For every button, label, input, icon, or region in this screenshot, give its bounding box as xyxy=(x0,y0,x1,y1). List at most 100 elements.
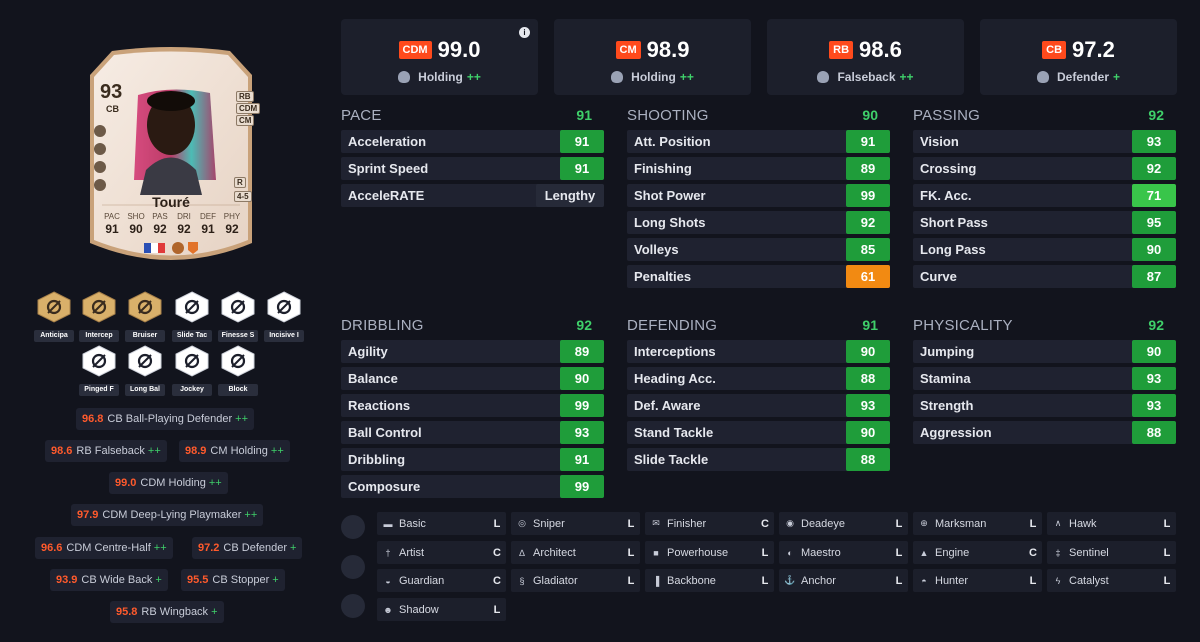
stat-row[interactable]: Dribbling 91 xyxy=(341,448,604,471)
stat-row[interactable]: Acceleration 91 xyxy=(341,130,604,153)
stat-row[interactable]: Vision 93 xyxy=(913,130,1176,153)
stat-label: DEF xyxy=(200,212,216,221)
stat-row[interactable]: Aggression 88 xyxy=(913,421,1176,444)
chem-style-name: Backbone xyxy=(667,574,716,587)
chem-style-backbone[interactable]: ▐ Backbone L xyxy=(645,569,774,592)
stat-row[interactable]: Def. Aware 93 xyxy=(627,394,890,417)
playstyle-plus-badge[interactable]: Finesse S xyxy=(218,291,258,342)
playstyle-plus-badge[interactable]: Jockey xyxy=(172,345,212,396)
spine-icon: ▐ xyxy=(652,575,660,586)
chem-style-basic[interactable]: ▬ Basic L xyxy=(377,512,506,535)
chem-style-architect[interactable]: ∆ Architect L xyxy=(511,541,640,564)
stat-row[interactable]: Att. Position 91 xyxy=(627,130,890,153)
role-pill[interactable]: 97.2 CB Defender + xyxy=(192,537,303,559)
chem-style-tag: L xyxy=(761,574,769,587)
stat-row[interactable]: Sprint Speed 91 xyxy=(341,157,604,180)
position-badge: CB xyxy=(1042,41,1067,59)
role-icon xyxy=(611,71,624,83)
chem-style-finisher[interactable]: ✉ Finisher C xyxy=(645,512,774,535)
role-name: Holding xyxy=(418,70,463,84)
stat-label: Long Pass xyxy=(920,242,986,257)
chem-style-group-icon[interactable] xyxy=(341,594,365,618)
chem-style-gladiator[interactable]: § Gladiator L xyxy=(511,569,640,592)
stat-row[interactable]: Volleys 85 xyxy=(627,238,890,261)
position-rating-box[interactable]: CM 98.9 Holding ++ xyxy=(554,19,751,95)
stat-row[interactable]: Shot Power 99 xyxy=(627,184,890,207)
playstyle-plus-badge[interactable]: Incisive I xyxy=(264,291,304,342)
stat-value: 71 xyxy=(1132,184,1176,207)
target-icon: ◎ xyxy=(518,518,526,528)
chem-style-tag: L xyxy=(895,517,903,530)
role-pill[interactable]: 98.9 CM Holding ++ xyxy=(179,440,290,462)
playstyle-plus-badge[interactable]: Anticipa xyxy=(34,291,74,342)
role-name: CB Defender xyxy=(223,542,288,554)
stat-row[interactable]: Short Pass 95 xyxy=(913,211,1176,234)
role-pill[interactable]: 99.0 CDM Holding ++ xyxy=(109,472,228,494)
playstyle-plus-badge[interactable]: Pinged F xyxy=(79,345,119,396)
chem-style-engine[interactable]: ▲ Engine C xyxy=(913,541,1042,564)
chem-style-deadeye[interactable]: ◉ Deadeye L xyxy=(779,512,908,535)
chem-style-hunter[interactable]: ◓ Hunter L xyxy=(913,569,1042,592)
chem-style-catalyst[interactable]: ϟ Catalyst L xyxy=(1047,569,1176,592)
playstyle-label: Long Bal xyxy=(125,384,165,396)
playstyle-plus-badge[interactable]: Long Bal xyxy=(125,345,165,396)
stat-block-value: 92 xyxy=(1148,107,1164,123)
stat-block-header: DEFENDING 91 xyxy=(627,314,890,336)
info-icon[interactable]: i xyxy=(519,27,530,38)
playstyle-plus-badge[interactable]: Block xyxy=(218,345,258,396)
stat-row[interactable]: Long Shots 92 xyxy=(627,211,890,234)
stat-row[interactable]: AcceleRATE Lengthy xyxy=(341,184,604,207)
chem-style-powerhouse[interactable]: ■ Powerhouse L xyxy=(645,541,774,564)
stat-row[interactable]: Crossing 92 xyxy=(913,157,1176,180)
stat-block-header: PASSING 92 xyxy=(913,104,1176,126)
club-badge-icon xyxy=(188,242,198,254)
position-rating-box[interactable]: RB 98.6 Falseback ++ xyxy=(767,19,964,95)
stat-row[interactable]: Strength 93 xyxy=(913,394,1176,417)
role-pill[interactable]: 96.8 CB Ball-Playing Defender ++ xyxy=(76,408,255,430)
stat-row[interactable]: Long Pass 90 xyxy=(913,238,1176,261)
role-pill[interactable]: 95.5 CB Stopper + xyxy=(181,569,285,591)
stat-row[interactable]: FK. Acc. 71 xyxy=(913,184,1176,207)
chem-style-marksman[interactable]: ⊕ Marksman L xyxy=(913,512,1042,535)
stat-row[interactable]: Reactions 99 xyxy=(341,394,604,417)
chem-style-artist[interactable]: † Artist C xyxy=(377,541,506,564)
role-plus: + xyxy=(290,542,297,554)
stat-row[interactable]: Interceptions 90 xyxy=(627,340,890,363)
role-pill[interactable]: 95.8 RB Wingback + xyxy=(110,601,224,623)
stat-row[interactable]: Heading Acc. 88 xyxy=(627,367,890,390)
role-pill[interactable]: 97.9 CDM Deep-Lying Playmaker ++ xyxy=(71,504,264,526)
player-card[interactable]: 93 CB RB CDM CM R 4-5 Touré PAC 91 SHO 90 … xyxy=(82,45,261,270)
shoe-icon: ▬ xyxy=(383,518,393,529)
chem-style-group-icon[interactable] xyxy=(341,555,365,579)
role-pill[interactable]: 96.6 CDM Centre-Half ++ xyxy=(35,537,173,559)
stat-row[interactable]: Composure 99 xyxy=(341,475,604,498)
chem-style-maestro[interactable]: ◐ Maestro L xyxy=(779,541,908,564)
chem-style-anchor[interactable]: ⚓ Anchor L xyxy=(779,569,908,592)
stat-row[interactable]: Penalties 61 xyxy=(627,265,890,288)
chem-style-group-icon[interactable] xyxy=(341,515,365,539)
stat-row[interactable]: Ball Control 93 xyxy=(341,421,604,444)
role-pill[interactable]: 98.6 RB Falseback ++ xyxy=(45,440,167,462)
playstyle-plus-badge[interactable]: Intercep xyxy=(79,291,119,342)
stat-row[interactable]: Jumping 90 xyxy=(913,340,1176,363)
stat-row[interactable]: Curve 87 xyxy=(913,265,1176,288)
playstyle-plus-badge[interactable]: Bruiser xyxy=(125,291,165,342)
stat-row[interactable]: Balance 90 xyxy=(341,367,604,390)
position-rating-box[interactable]: CB 97.2 Defender + xyxy=(980,19,1177,95)
stat-row[interactable]: Stand Tackle 90 xyxy=(627,421,890,444)
role-name: CDM Deep-Lying Playmaker xyxy=(102,509,242,521)
card-stat: PHY 92 xyxy=(220,212,244,236)
stat-row[interactable]: Slide Tackle 88 xyxy=(627,448,890,471)
playstyle-plus-badge[interactable]: Slide Tac xyxy=(172,291,212,342)
stat-row[interactable]: Agility 89 xyxy=(341,340,604,363)
chem-style-sentinel[interactable]: ‡ Sentinel L xyxy=(1047,541,1176,564)
stat-label: PAC xyxy=(104,212,120,221)
chem-style-shadow[interactable]: ☻ Shadow L xyxy=(377,598,506,621)
position-rating-box[interactable]: i CDM 99.0 Holding ++ xyxy=(341,19,538,95)
chem-style-hawk[interactable]: ∧ Hawk L xyxy=(1047,512,1176,535)
chem-style-sniper[interactable]: ◎ Sniper L xyxy=(511,512,640,535)
chem-style-guardian[interactable]: ◒ Guardian C xyxy=(377,569,506,592)
stat-row[interactable]: Finishing 89 xyxy=(627,157,890,180)
stat-row[interactable]: Stamina 93 xyxy=(913,367,1176,390)
role-pill[interactable]: 93.9 CB Wide Back + xyxy=(50,569,168,591)
